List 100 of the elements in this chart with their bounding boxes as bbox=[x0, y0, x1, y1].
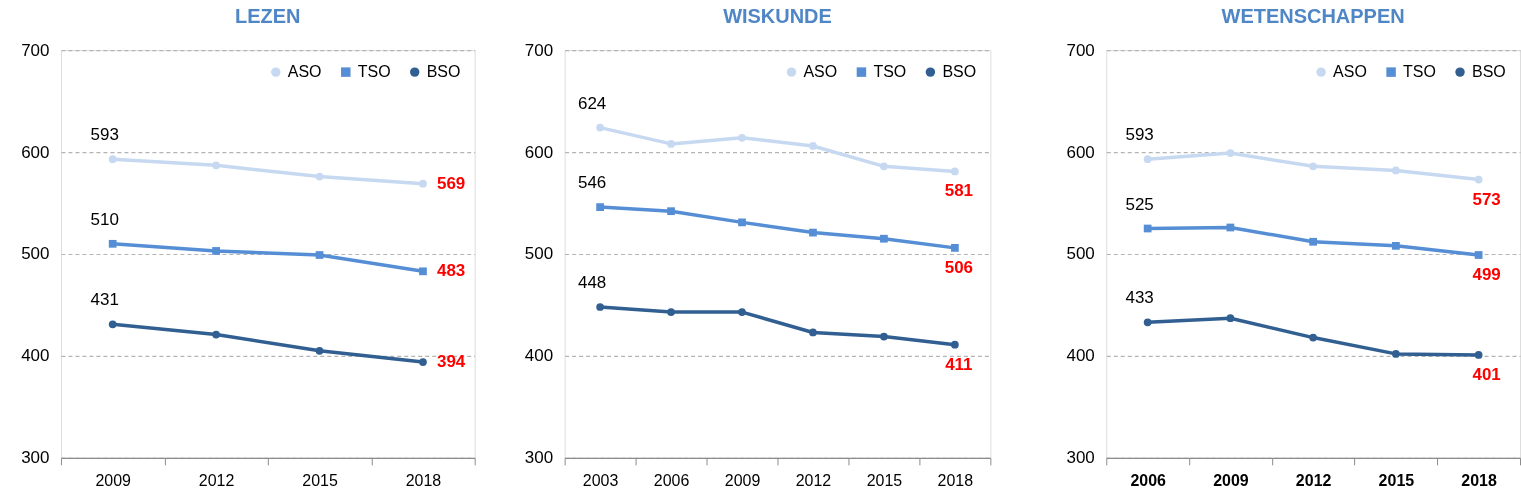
y-tick-label: 300 bbox=[524, 448, 554, 468]
y-tick-label: 500 bbox=[21, 244, 50, 264]
point bbox=[1474, 251, 1483, 259]
x-tick-label: 2015 bbox=[1378, 472, 1415, 490]
point bbox=[1392, 166, 1400, 175]
x-tick-label: 2009 bbox=[1213, 472, 1249, 490]
y-tick-label: 300 bbox=[1066, 448, 1095, 468]
point bbox=[596, 203, 604, 211]
y-tick-label: 400 bbox=[21, 346, 50, 366]
x-tick-label: 2003 bbox=[582, 472, 619, 490]
x-tick-label: 2009 bbox=[95, 472, 132, 490]
y-tick-label: 500 bbox=[1066, 244, 1095, 264]
x-tick-label: 2006 bbox=[653, 472, 690, 490]
point bbox=[315, 172, 324, 181]
y-tick-label: 700 bbox=[524, 40, 554, 60]
legend-label: TSO bbox=[357, 63, 391, 81]
point bbox=[212, 161, 220, 170]
legend-label: TSO bbox=[1403, 63, 1436, 81]
point bbox=[1474, 175, 1483, 184]
point bbox=[315, 346, 324, 355]
point bbox=[951, 340, 959, 349]
point bbox=[809, 228, 817, 237]
point bbox=[596, 303, 604, 311]
point bbox=[419, 358, 427, 366]
data-label: 546 bbox=[577, 173, 607, 193]
point bbox=[1143, 318, 1152, 327]
point bbox=[667, 207, 675, 216]
legend-label: BSO bbox=[426, 63, 461, 81]
point bbox=[1392, 350, 1400, 358]
data-label: 573 bbox=[1472, 189, 1501, 209]
point bbox=[212, 247, 220, 255]
data-label: 433 bbox=[1125, 288, 1154, 308]
point bbox=[1392, 241, 1400, 250]
point bbox=[809, 328, 817, 337]
point bbox=[880, 332, 888, 341]
point bbox=[108, 320, 117, 329]
point bbox=[108, 239, 117, 248]
data-label: 569 bbox=[436, 173, 466, 193]
x-tick-label: 2018 bbox=[405, 472, 442, 490]
chart-title: LEZEN bbox=[235, 5, 301, 28]
data-label: 411 bbox=[945, 354, 973, 374]
data-label: 483 bbox=[436, 261, 466, 281]
x-tick-label: 2006 bbox=[1130, 472, 1167, 490]
legend-label: BSO bbox=[942, 63, 977, 81]
point bbox=[419, 267, 427, 276]
data-label: 525 bbox=[1125, 194, 1154, 214]
point bbox=[880, 162, 888, 171]
point bbox=[1143, 224, 1152, 233]
y-tick-label: 600 bbox=[1066, 142, 1095, 162]
point bbox=[880, 234, 888, 243]
point bbox=[1309, 237, 1318, 246]
x-tick-label: 2012 bbox=[198, 472, 235, 490]
y-tick-label: 400 bbox=[524, 346, 554, 366]
point bbox=[1226, 149, 1235, 157]
data-label: 581 bbox=[944, 181, 974, 201]
y-tick-label: 700 bbox=[21, 40, 50, 60]
data-label: 401 bbox=[1472, 364, 1501, 384]
point bbox=[1309, 162, 1318, 171]
point bbox=[738, 133, 746, 142]
legend-label: ASO bbox=[1333, 63, 1367, 81]
x-tick-label: 2012 bbox=[795, 472, 832, 490]
legend-label: ASO bbox=[803, 63, 838, 81]
data-label: 431 bbox=[90, 290, 119, 310]
point bbox=[212, 330, 220, 339]
x-tick-label: 2012 bbox=[1295, 472, 1332, 490]
y-tick-label: 700 bbox=[1066, 40, 1095, 60]
legend-label: TSO bbox=[873, 63, 907, 81]
legend-label: BSO bbox=[1472, 63, 1506, 81]
data-label: 499 bbox=[1472, 265, 1501, 284]
y-tick-label: 500 bbox=[524, 244, 554, 264]
y-tick-label: 600 bbox=[524, 142, 554, 162]
chart-title: WISKUNDE bbox=[723, 5, 832, 28]
point bbox=[951, 244, 959, 252]
point bbox=[419, 179, 427, 188]
data-label: 394 bbox=[436, 352, 466, 372]
point bbox=[1309, 333, 1318, 342]
point bbox=[596, 123, 604, 132]
x-tick-label: 2018 bbox=[1461, 472, 1498, 490]
legend-label: ASO bbox=[287, 63, 322, 81]
data-label: 448 bbox=[577, 273, 607, 293]
point bbox=[951, 167, 959, 176]
point bbox=[1226, 314, 1235, 323]
data-label: 624 bbox=[577, 93, 607, 113]
point bbox=[1474, 351, 1483, 359]
data-label: 510 bbox=[90, 209, 119, 229]
point bbox=[108, 155, 117, 164]
point bbox=[667, 140, 675, 148]
point bbox=[738, 308, 746, 316]
data-label: 593 bbox=[90, 125, 119, 145]
x-tick-label: 2009 bbox=[724, 472, 761, 490]
data-label: 593 bbox=[1125, 125, 1154, 145]
x-tick-label: 2015 bbox=[302, 472, 338, 490]
point bbox=[809, 142, 817, 150]
x-tick-label: 2018 bbox=[937, 472, 974, 490]
data-label: 506 bbox=[944, 257, 974, 277]
y-tick-label: 400 bbox=[1066, 346, 1095, 366]
point bbox=[667, 308, 675, 316]
y-tick-label: 600 bbox=[21, 142, 50, 162]
chart-title: WETENSCHAPPEN bbox=[1221, 5, 1405, 28]
point bbox=[738, 218, 746, 227]
